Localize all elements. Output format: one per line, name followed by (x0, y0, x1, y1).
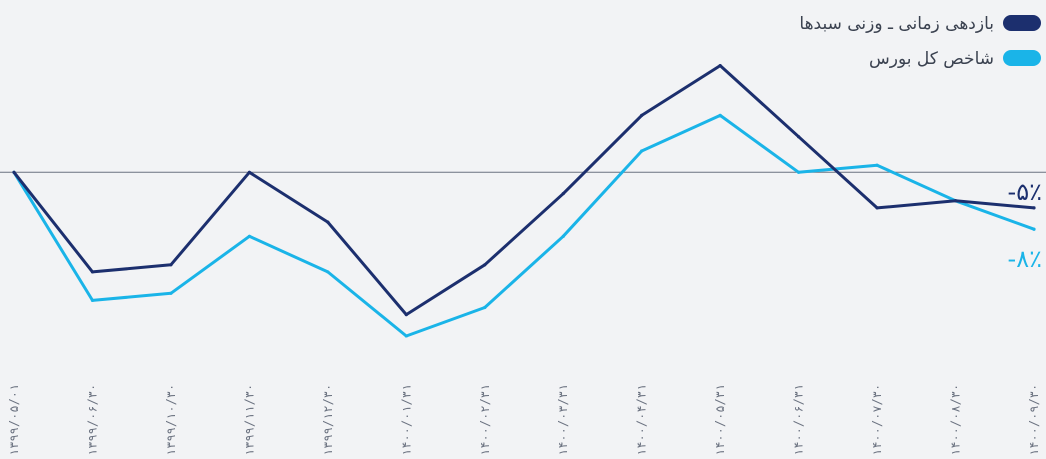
data-point (1032, 227, 1036, 231)
series-line-2 (12, 113, 1036, 338)
data-point (169, 291, 173, 295)
data-point (326, 220, 330, 224)
data-point (12, 170, 16, 174)
x-tick-label: ۱۴۰۰/۰۹/۳۰ (1027, 384, 1041, 456)
data-point (247, 234, 251, 238)
x-tick-label: ۱۳۹۹/۱۲/۳۰ (321, 384, 335, 456)
data-point (90, 270, 95, 274)
data-point (483, 263, 487, 267)
series-line-1 (12, 64, 1036, 317)
data-point (169, 263, 173, 267)
data-point (247, 170, 251, 174)
data-point (1032, 206, 1036, 210)
data-point (561, 234, 565, 238)
legend-swatch-2 (1003, 50, 1041, 66)
series-end-label-2: -۸٪ (1008, 245, 1042, 273)
series-end-label-1: -۵٪ (1008, 178, 1042, 206)
data-point (718, 63, 722, 68)
x-tick-label: ۱۴۰۰/۰۴/۳۱ (635, 384, 649, 456)
data-point (404, 334, 408, 338)
legend-swatch-1 (1003, 15, 1041, 31)
x-tick-label: ۱۳۹۹/۰۵/۰۱ (7, 384, 21, 456)
x-tick-label: ۱۳۹۹/۰۶/۳۰ (85, 384, 99, 456)
x-tick-label: ۱۴۰۰/۰۶/۳۱ (792, 384, 806, 456)
data-point (718, 113, 722, 117)
data-point (875, 206, 879, 210)
legend-label-1: بازدهی زمانی ـ وزنی سبدها (799, 14, 994, 34)
data-point (640, 113, 644, 117)
legend-label-2: شاخص کل بورس (869, 49, 994, 69)
x-tick-label: ۱۴۰۰/۰۸/۳۰ (949, 384, 963, 456)
x-tick-label: ۱۴۰۰/۰۲/۳۱ (478, 384, 492, 456)
x-tick-label: ۱۴۰۰/۰۳/۳۱ (556, 384, 570, 456)
x-tick-label: ۱۳۹۹/۱۰/۳۰ (164, 384, 178, 456)
data-point (797, 135, 801, 139)
x-tick-label: ۱۳۹۹/۱۱/۳۰ (242, 384, 256, 456)
data-point (953, 199, 958, 203)
data-point (875, 163, 879, 167)
data-point (561, 192, 565, 196)
data-point (797, 170, 801, 174)
data-point (90, 298, 95, 302)
x-tick-label: ۱۴۰۰/۰۷/۳۰ (870, 384, 884, 456)
data-point (483, 305, 487, 310)
data-point (404, 313, 408, 317)
x-tick-label: ۱۴۰۰/۰۵/۳۱ (713, 384, 727, 456)
data-point (326, 270, 330, 274)
x-tick-label: ۱۴۰۰/۰۱/۳۱ (399, 384, 413, 456)
data-point (640, 149, 644, 153)
